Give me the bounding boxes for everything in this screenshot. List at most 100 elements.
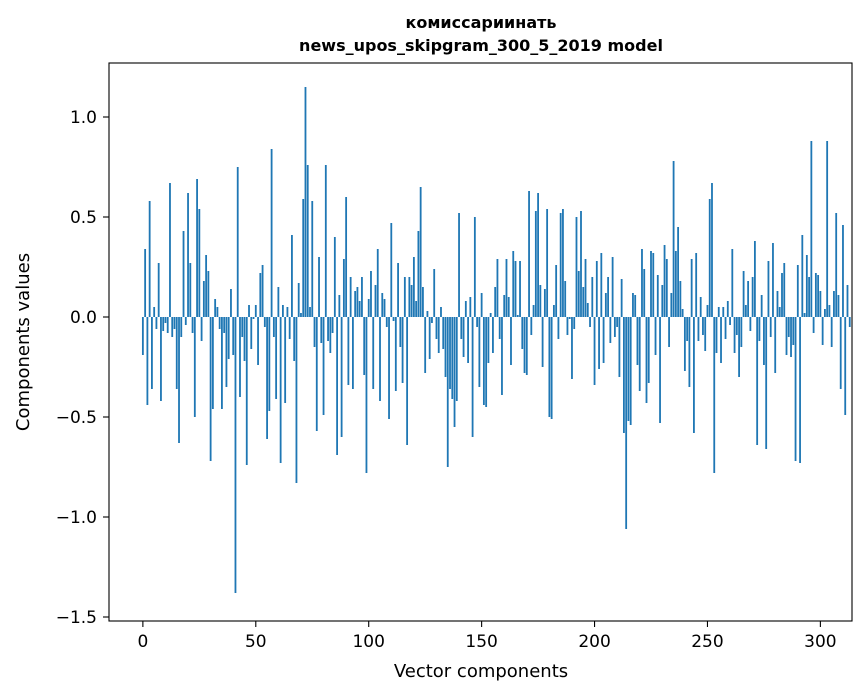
bar-4 xyxy=(151,317,153,389)
bar-91 xyxy=(347,317,350,385)
bar-312 xyxy=(846,285,849,317)
bar-298 xyxy=(814,273,817,317)
bar-246 xyxy=(697,317,700,341)
bar-215 xyxy=(627,317,630,421)
bar-173 xyxy=(532,305,535,317)
bar-41 xyxy=(234,317,237,593)
bar-99 xyxy=(365,317,368,473)
bar-106 xyxy=(381,293,384,317)
bar-19 xyxy=(184,317,187,325)
x-tick-label: 200 xyxy=(578,632,610,652)
bar-107 xyxy=(383,299,386,317)
bar-273 xyxy=(758,317,761,341)
bar-228 xyxy=(656,275,659,317)
bar-227 xyxy=(654,317,657,355)
bar-28 xyxy=(205,255,208,317)
bar-277 xyxy=(767,261,770,317)
bar-24 xyxy=(196,179,198,317)
bar-130 xyxy=(435,317,438,339)
bar-276 xyxy=(765,317,768,449)
bar-125 xyxy=(424,317,427,373)
bar-233 xyxy=(668,317,670,347)
bar-242 xyxy=(688,317,691,387)
y-tick-label: 0.5 xyxy=(70,208,97,228)
bar-85 xyxy=(333,237,336,317)
bar-307 xyxy=(835,213,838,317)
bar-44 xyxy=(241,317,244,337)
y-tick-label: −1.0 xyxy=(56,508,97,528)
bar-97 xyxy=(361,277,363,317)
bar-259 xyxy=(726,301,729,317)
bar-25 xyxy=(198,209,201,317)
bar-69 xyxy=(297,283,300,317)
bar-124 xyxy=(422,287,424,317)
bar-9 xyxy=(162,317,165,331)
bar-234 xyxy=(670,293,673,317)
bar-86 xyxy=(336,317,338,455)
bar-36 xyxy=(223,317,226,333)
bar-8 xyxy=(160,317,162,401)
bar-14 xyxy=(173,317,176,329)
bar-129 xyxy=(433,269,436,317)
bar-92 xyxy=(349,277,352,317)
bar-59 xyxy=(275,317,278,399)
bar-15 xyxy=(175,317,178,389)
bar-143 xyxy=(464,301,467,317)
bar-132 xyxy=(440,307,442,317)
bar-291 xyxy=(799,317,801,463)
bar-248 xyxy=(702,317,704,335)
bar-66 xyxy=(291,235,293,317)
bar-109 xyxy=(388,317,390,419)
bar-240 xyxy=(683,317,686,371)
bar-12 xyxy=(169,183,171,317)
bar-13 xyxy=(171,317,174,337)
x-tick-label: 150 xyxy=(465,632,497,652)
bar-309 xyxy=(839,317,842,389)
bar-216 xyxy=(629,317,632,425)
bar-51 xyxy=(257,317,259,365)
bar-154 xyxy=(489,313,492,317)
bar-140 xyxy=(458,213,460,317)
bar-146 xyxy=(471,317,474,437)
bar-77 xyxy=(315,317,318,431)
bar-38 xyxy=(227,317,230,359)
bar-200 xyxy=(593,317,596,385)
bar-175 xyxy=(537,193,539,317)
bar-268 xyxy=(747,281,750,317)
bar-226 xyxy=(652,253,655,317)
bar-257 xyxy=(722,307,725,317)
bar-68 xyxy=(295,317,298,483)
bar-139 xyxy=(455,317,458,401)
bar-37 xyxy=(225,317,228,387)
bar-79 xyxy=(320,317,323,343)
bar-164 xyxy=(512,251,515,317)
bar-237 xyxy=(677,227,680,317)
bar-199 xyxy=(591,277,594,317)
bar-208 xyxy=(611,257,614,317)
bar-84 xyxy=(331,317,334,333)
bar-218 xyxy=(634,295,637,317)
bar-170 xyxy=(525,317,528,375)
bar-42 xyxy=(236,167,239,317)
bar-113 xyxy=(397,263,399,317)
bar-306 xyxy=(833,291,835,317)
bar-110 xyxy=(390,223,393,317)
bar-39 xyxy=(230,289,232,317)
bar-311 xyxy=(844,317,847,415)
bar-144 xyxy=(467,317,469,363)
bar-136 xyxy=(449,317,451,389)
bar-156 xyxy=(494,287,497,317)
bar-34 xyxy=(218,317,221,329)
bar-209 xyxy=(613,317,616,337)
bar-83 xyxy=(329,317,332,353)
bar-281 xyxy=(776,291,779,317)
bar-300 xyxy=(819,291,822,317)
bar-191 xyxy=(573,317,576,329)
bar-195 xyxy=(582,287,585,317)
bar-27 xyxy=(202,281,205,317)
bar-205 xyxy=(604,293,607,317)
bar-65 xyxy=(288,317,291,339)
bar-245 xyxy=(695,253,698,317)
bar-89 xyxy=(342,259,345,317)
bar-58 xyxy=(272,317,275,337)
